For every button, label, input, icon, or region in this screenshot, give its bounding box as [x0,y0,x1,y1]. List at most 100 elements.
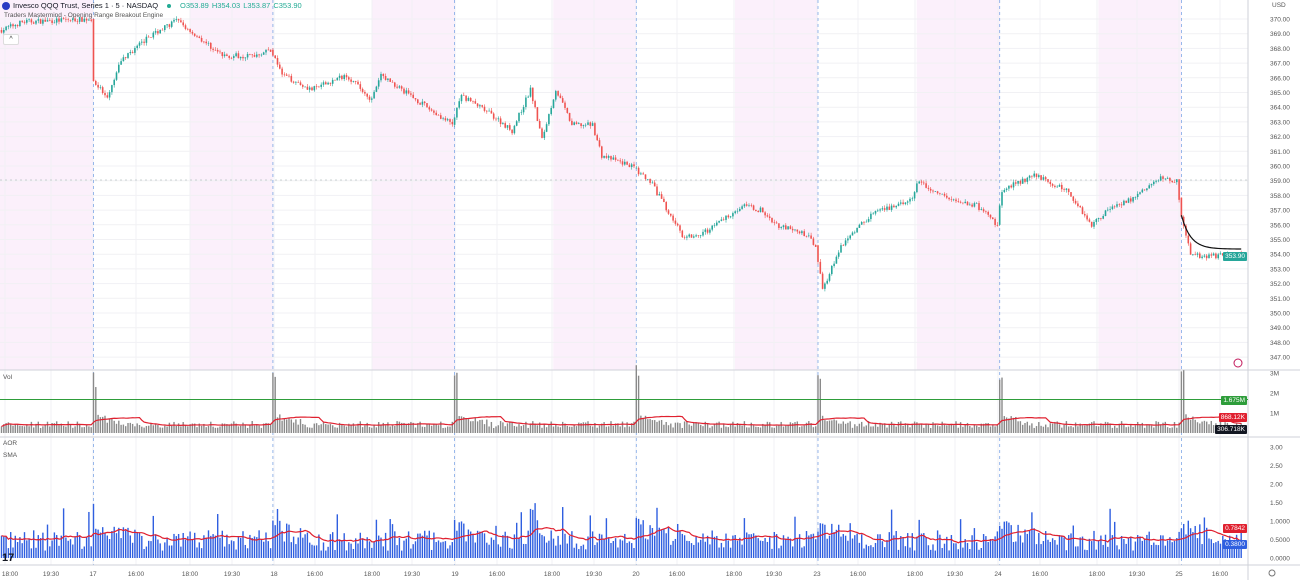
aor-bar [476,530,479,558]
candle-body [460,94,463,102]
volume-bar [1192,416,1194,433]
candle-body [532,87,534,102]
aor-bar [67,540,69,558]
aor-bar [306,532,309,558]
candle-body [932,190,934,192]
volume-pane-label[interactable]: Vol [3,374,13,381]
aor-bar [1008,522,1010,558]
candle-body [688,234,690,237]
volume-bar [817,375,819,433]
candle-body [727,215,730,218]
aor-bar [417,533,419,558]
aor-bar [442,541,444,558]
candle-body [943,193,946,196]
aor-tick: 0.5000 [1270,537,1290,544]
candle-body [594,123,596,136]
candle-body [325,82,327,85]
aor-bar [371,547,373,558]
candle-body [1178,179,1180,200]
volume-bar [401,422,403,433]
candle-body [302,85,304,87]
collapse-legend-button[interactable]: ^ [3,34,19,45]
volume-bar [849,421,851,433]
aor-bar [1194,525,1196,558]
aor-bar [815,539,817,558]
volume-bar [982,423,985,433]
aor-bar [748,534,750,558]
candle-body [610,156,612,160]
settings-gear-icon[interactable] [1268,569,1276,577]
aor-bar [203,535,205,558]
aor-bar [573,547,575,558]
aor-bar [1160,535,1162,558]
candle-body [92,19,95,81]
tradingview-logo[interactable]: 17 [2,552,15,564]
candle-body [1010,185,1012,188]
aor-bar [562,507,564,558]
candle-body [923,182,925,184]
aor-bar [778,548,780,558]
volume-bar [171,425,173,433]
candle-body [14,25,17,27]
candle-body [166,24,168,26]
candle-body [285,74,288,76]
volume-bar [125,426,127,433]
symbol-title[interactable]: Invesco QQQ Trust, Series 1 · 5 · NASDAQ [13,1,159,10]
candle-body [274,55,276,58]
candle-body [863,222,865,223]
volume-bar [900,421,902,433]
volume-bar [1015,416,1017,433]
aor-bar [350,543,352,558]
volume-bar [619,426,621,433]
candle-body [417,99,419,104]
aor-bar [564,533,566,558]
candle-body [143,41,145,43]
volume-bar [276,417,279,433]
aor-bar [1215,542,1217,558]
candle-body [812,238,815,245]
sma-pane-label[interactable]: SMA [3,452,18,459]
volume-bar [396,421,398,433]
candle-body [196,35,198,37]
volume-bar [720,427,723,433]
aor-bar [598,533,601,558]
aor-bar [1038,532,1040,558]
aor-bar [313,545,315,558]
candle-body [936,191,939,194]
candle-body [51,20,53,23]
volume-bar [161,427,164,433]
candle-body [709,229,711,233]
candle-body [85,18,88,21]
candle-body [377,80,380,87]
volume-bar [1185,414,1187,433]
candle-body [106,95,109,98]
candle-body [883,208,886,210]
candle-body [1222,253,1224,256]
indicator-label[interactable]: Traders Mastermind - Opening Range Break… [4,12,164,19]
aor-bar [1001,528,1003,558]
aor-bar [702,533,704,558]
volume-bar [775,425,778,433]
time-tick: 20 [632,571,640,578]
candle-body [1104,210,1107,217]
candle-body [683,237,686,238]
candle-body [568,112,571,121]
candle-body [1208,254,1210,259]
aor-bar [148,540,150,558]
volume-bar [621,421,624,433]
volume-bar [0,426,3,433]
candle-body [879,209,881,211]
aor-bar [909,547,911,558]
candle-body [1005,188,1008,190]
volume-bar [780,421,782,433]
candle-body [394,82,396,87]
candle-body [1024,178,1026,182]
aor-bar [1031,512,1033,558]
aor-pane-label[interactable]: AOR [3,440,18,447]
aor-bar [120,538,122,558]
volume-bar [49,426,51,433]
volume-bar [159,427,161,433]
volume-tick: 2M [1270,391,1279,398]
candle-body [474,101,477,104]
